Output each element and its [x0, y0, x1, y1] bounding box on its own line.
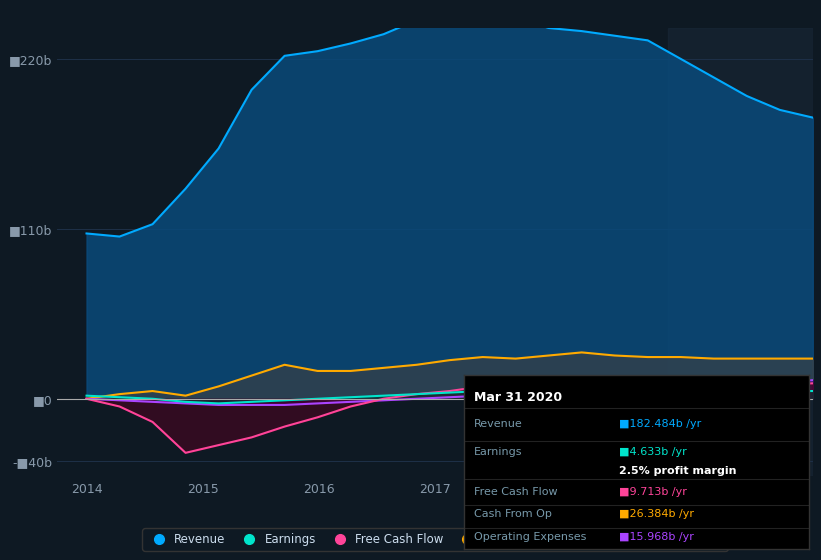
Text: ■182.484b /yr: ■182.484b /yr — [619, 419, 701, 429]
Text: Cash From Op: Cash From Op — [475, 509, 552, 519]
Text: ■26.384b /yr: ■26.384b /yr — [619, 509, 694, 519]
Text: Revenue: Revenue — [475, 419, 523, 429]
Text: 2.5% profit margin: 2.5% profit margin — [619, 466, 736, 475]
Text: Operating Expenses: Operating Expenses — [475, 531, 586, 542]
Bar — [667, 28, 813, 476]
Text: ■4.633b /yr: ■4.633b /yr — [619, 446, 687, 456]
Text: ■15.968b /yr: ■15.968b /yr — [619, 531, 694, 542]
Text: Free Cash Flow: Free Cash Flow — [475, 487, 557, 497]
Text: Earnings: Earnings — [475, 446, 523, 456]
Text: ■9.713b /yr: ■9.713b /yr — [619, 487, 687, 497]
Text: Mar 31 2020: Mar 31 2020 — [475, 391, 562, 404]
Legend: Revenue, Earnings, Free Cash Flow, Cash From Op, Operating Expenses: Revenue, Earnings, Free Cash Flow, Cash … — [143, 528, 727, 550]
